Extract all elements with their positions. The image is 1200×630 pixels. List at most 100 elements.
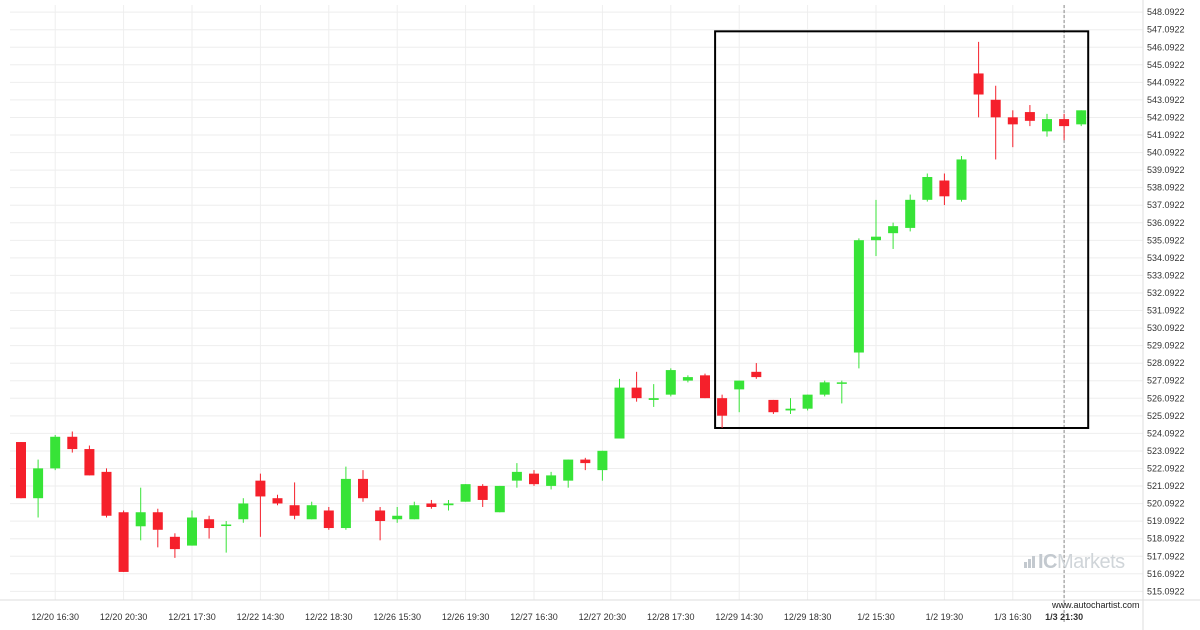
candle-body: [460, 484, 471, 502]
candle-body: [306, 505, 317, 520]
candle-body: [187, 517, 197, 546]
x-axis: 12/20 16:30 12/20 20:30 12/21 17:30 12/22 1…: [31, 612, 1083, 622]
candle-down: [272, 494, 283, 506]
candle-up: [340, 466, 351, 530]
candle-up: [819, 380, 830, 397]
candle-down: [973, 41, 984, 118]
candle-up: [494, 485, 505, 513]
candle-body: [101, 471, 112, 516]
candle-body: [204, 519, 215, 529]
y-tick-label: 518.0922: [1147, 534, 1185, 544]
y-tick-label: 547.0922: [1147, 25, 1185, 35]
candle-body: [511, 471, 522, 481]
x-tick-label: 12/29 18:30: [784, 612, 832, 622]
x-tick-label: 12/20 16:30: [31, 612, 79, 622]
candle-body: [768, 399, 779, 413]
candle-down: [631, 371, 642, 402]
candle-body: [255, 480, 266, 497]
candle-body: [665, 370, 676, 395]
candle-up: [597, 450, 608, 481]
candle-down: [1059, 113, 1070, 141]
candle-body: [546, 475, 557, 486]
candle-down: [426, 499, 437, 509]
candle-body: [392, 515, 403, 520]
candle-body: [1007, 117, 1018, 125]
y-tick-label: 531.0922: [1147, 306, 1185, 316]
candle-down: [717, 394, 728, 428]
candle-body: [956, 159, 967, 200]
candle-body: [494, 485, 505, 513]
candle-up: [871, 199, 881, 256]
y-tick-label: 519.0922: [1147, 516, 1185, 526]
logo-markets: Markets: [1057, 551, 1125, 573]
candle-up: [665, 368, 676, 397]
candle-body: [221, 524, 232, 527]
x-tick-label: 1/2 15:30: [857, 612, 895, 622]
x-tick-label: 1/2 19:30: [926, 612, 964, 622]
candle-body: [717, 398, 728, 416]
candle-body: [563, 459, 574, 481]
candle-body: [477, 485, 488, 500]
y-tick-label: 537.0922: [1147, 200, 1185, 210]
y-tick-label: 529.0922: [1147, 341, 1185, 351]
candle-body: [358, 478, 368, 499]
candle-up: [546, 471, 557, 490]
candle-body: [1059, 119, 1070, 127]
candle-up: [614, 378, 625, 439]
candle-body: [323, 510, 334, 529]
candle-up: [306, 501, 317, 520]
candle-down: [939, 173, 950, 206]
candle-down: [16, 442, 26, 499]
candle-down: [289, 482, 300, 520]
x-tick-label: 12/28 17:30: [647, 612, 695, 622]
logo-ic: IC: [1038, 551, 1058, 573]
candle-body: [84, 449, 95, 476]
candle-body: [118, 512, 129, 572]
candle-body: [50, 436, 61, 469]
candle-body: [631, 387, 642, 399]
y-tick-label: 520.0922: [1147, 499, 1185, 509]
candle-body: [238, 503, 249, 520]
x-tick-label: 12/20 20:30: [100, 612, 148, 622]
candle-down: [67, 431, 78, 453]
candle-body: [67, 436, 78, 450]
y-tick-label: 538.0922: [1147, 183, 1185, 193]
candle-up: [460, 484, 471, 502]
icmarkets-logo: ICMarkets: [1024, 551, 1125, 575]
y-tick-label: 521.0922: [1147, 481, 1185, 491]
candle-body: [905, 199, 916, 228]
y-tick-label: 526.0922: [1147, 393, 1185, 403]
candle-down: [84, 445, 95, 476]
y-tick-label: 534.0922: [1147, 253, 1185, 263]
bars-icon: [1024, 551, 1036, 574]
candle-down: [700, 373, 710, 399]
y-tick-label: 532.0922: [1147, 288, 1185, 298]
candle-down: [375, 506, 386, 541]
candle-down: [358, 470, 368, 502]
candle-body: [939, 180, 950, 197]
candle-body: [33, 468, 44, 499]
candle-down: [323, 506, 334, 530]
candle-body: [853, 240, 864, 353]
y-tick-label: 530.0922: [1147, 323, 1185, 333]
candle-body: [1076, 110, 1087, 125]
candle-body: [973, 73, 984, 95]
x-tick-label: 12/27 16:30: [510, 612, 558, 622]
candles: [16, 41, 1087, 572]
y-tick-label: 523.0922: [1147, 446, 1185, 456]
candle-up: [956, 155, 967, 202]
y-tick-label: 540.0922: [1147, 148, 1185, 158]
y-tick-label: 525.0922: [1147, 411, 1185, 421]
candle-body: [734, 380, 745, 390]
candle-down: [529, 470, 539, 486]
x-tick-label: 12/26 15:30: [373, 612, 421, 622]
candle-down: [101, 468, 112, 518]
x-tick-label: 12/27 20:30: [579, 612, 627, 622]
candle-down: [768, 399, 779, 414]
candle-body: [648, 398, 659, 400]
candle-up: [905, 194, 916, 232]
candle-up: [392, 506, 403, 523]
y-tick-label: 515.0922: [1147, 586, 1185, 596]
